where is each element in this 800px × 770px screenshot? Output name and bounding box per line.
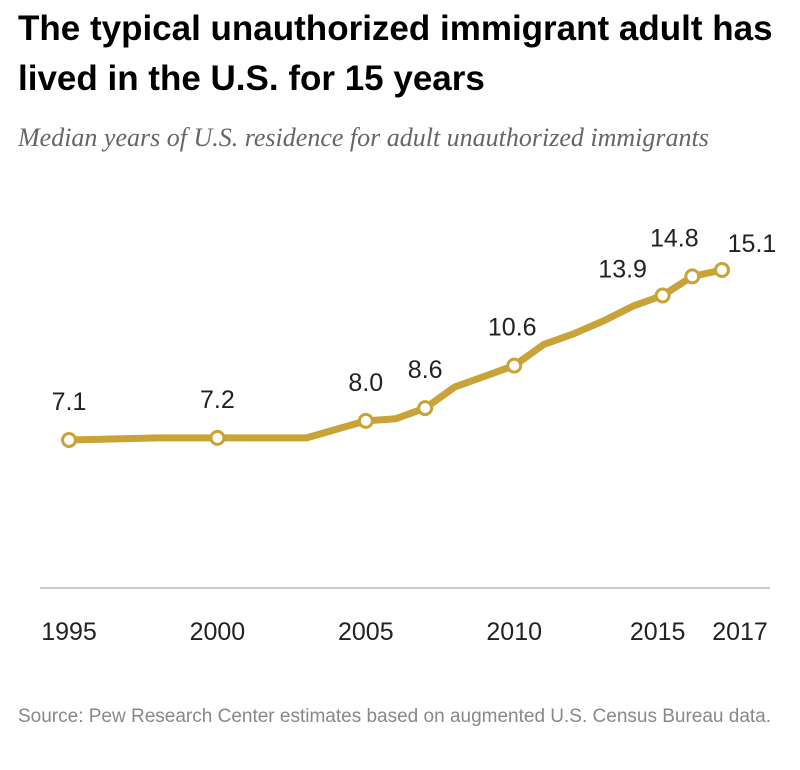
data-point-marker bbox=[684, 268, 701, 285]
data-point-marker bbox=[654, 287, 671, 304]
data-point-marker bbox=[417, 400, 434, 417]
series-line bbox=[65, 266, 726, 444]
data-label: 10.6 bbox=[488, 314, 537, 342]
data-markers bbox=[61, 262, 730, 448]
chart-subtitle: Median years of U.S. residence for adult… bbox=[18, 123, 709, 152]
x-tick-label: 1995 bbox=[41, 618, 97, 646]
source-note: Source: Pew Research Center estimates ba… bbox=[18, 706, 772, 727]
data-point-marker bbox=[357, 412, 374, 429]
x-tick-label: 2000 bbox=[190, 618, 246, 646]
x-tick-label: 2015 bbox=[630, 618, 686, 646]
data-point-marker bbox=[714, 262, 730, 278]
data-label: 13.9 bbox=[598, 256, 647, 284]
data-labels: 7.1 7.2 8.0 8.6 10.6 13.914.8 15.1 bbox=[52, 224, 777, 416]
data-label: 8.6 bbox=[408, 356, 443, 384]
line-chart: 1995 2000 2005 2010 2015 2017 7.1 7.2 8.0 8.6 10.… bbox=[40, 224, 777, 646]
data-label: 15.1 bbox=[728, 230, 777, 258]
x-tick-label: 2010 bbox=[486, 618, 542, 646]
data-label: 7.2 bbox=[200, 386, 235, 414]
data-point-marker bbox=[506, 357, 523, 374]
chart-title: The typical unauthorized immigrant adult… bbox=[18, 9, 773, 98]
data-label: 7.1 bbox=[52, 388, 87, 416]
x-tick-label: 2017 bbox=[712, 618, 768, 646]
data-point-marker bbox=[61, 432, 77, 448]
data-label: 14.8 bbox=[650, 224, 699, 252]
data-label: 8.0 bbox=[348, 369, 383, 397]
x-tick-label: 2005 bbox=[338, 618, 394, 646]
x-axis-ticks: 1995 2000 2005 2010 2015 2017 bbox=[41, 618, 768, 646]
data-point-marker bbox=[209, 429, 226, 446]
